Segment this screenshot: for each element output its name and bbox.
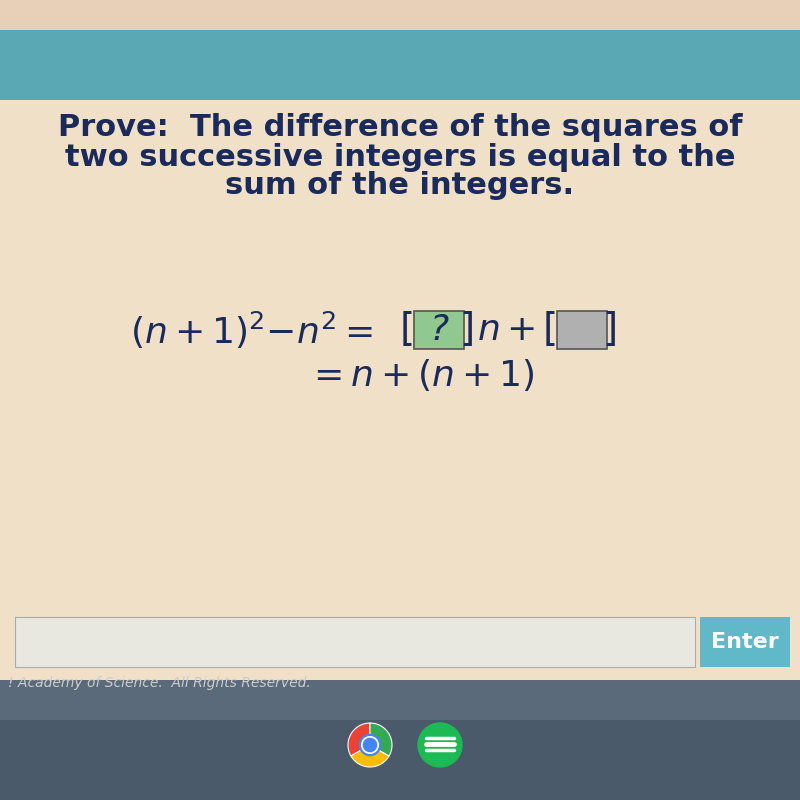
- Bar: [0, 720, 800, 800]
- Text: $(n + 1)^2{-}n^2 = $: $(n + 1)^2{-}n^2 = $: [130, 310, 374, 350]
- Bar: [0, 0, 800, 30]
- Circle shape: [418, 723, 462, 767]
- Text: [: [: [542, 311, 558, 349]
- FancyBboxPatch shape: [557, 311, 607, 349]
- Text: sum of the integers.: sum of the integers.: [226, 171, 574, 201]
- FancyBboxPatch shape: [414, 311, 464, 349]
- Wedge shape: [370, 723, 392, 756]
- FancyBboxPatch shape: [700, 617, 790, 667]
- Text: ]: ]: [459, 311, 474, 349]
- Text: ! Academy of Science.  All Rights Reserved.: ! Academy of Science. All Rights Reserve…: [8, 676, 310, 690]
- Wedge shape: [351, 745, 389, 767]
- Text: [: [: [399, 311, 414, 349]
- Bar: [0, 30, 800, 100]
- Text: two successive integers is equal to the: two successive integers is equal to the: [65, 142, 735, 171]
- Wedge shape: [348, 723, 370, 756]
- Circle shape: [363, 738, 377, 752]
- Circle shape: [362, 737, 378, 754]
- Bar: [0, 100, 800, 680]
- Text: ]: ]: [602, 311, 618, 349]
- Text: Enter: Enter: [711, 632, 779, 652]
- Text: $= n + (n + 1)$: $= n + (n + 1)$: [306, 357, 534, 393]
- Bar: [0, 680, 800, 800]
- Text: ?: ?: [430, 313, 449, 347]
- Text: $n + $: $n + $: [477, 313, 535, 347]
- Text: Prove:  The difference of the squares of: Prove: The difference of the squares of: [58, 114, 742, 142]
- FancyBboxPatch shape: [15, 617, 695, 667]
- Circle shape: [359, 734, 381, 755]
